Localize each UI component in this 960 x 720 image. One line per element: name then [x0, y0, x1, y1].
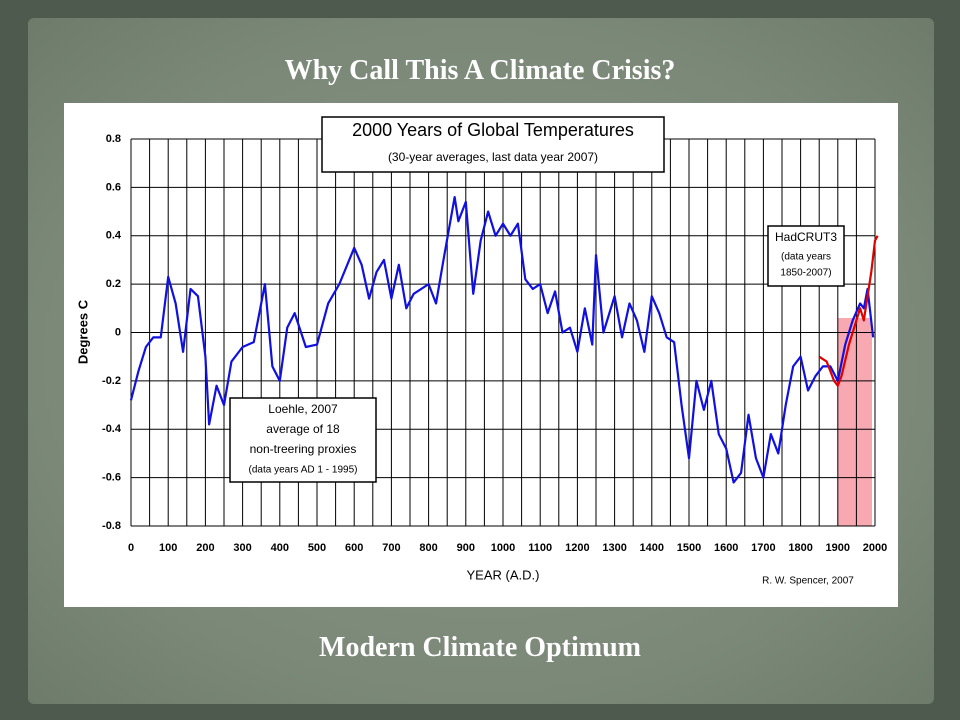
x-tick-label: 900	[457, 542, 475, 554]
loehle-box	[229, 397, 377, 483]
x-tick-label: 200	[196, 542, 214, 554]
chart-title: 2000 Years of Global Temperatures	[352, 120, 634, 140]
y-tick-label: 0.2	[106, 278, 121, 290]
x-tick-label: 700	[382, 542, 400, 554]
chart-subtitle: (30-year averages, last data year 2007)	[388, 150, 598, 164]
x-tick-label: 800	[419, 542, 437, 554]
annotation: average of 18	[266, 422, 340, 436]
shaded-region	[838, 318, 872, 526]
x-tick-label: 500	[308, 542, 326, 554]
y-tick-label: 0	[115, 326, 121, 338]
hadcrut-label: HadCRUT3	[775, 230, 837, 244]
x-tick-label: 1200	[565, 542, 589, 554]
x-tick-label: 600	[345, 542, 363, 554]
title-box	[321, 116, 665, 173]
series-line	[129, 195, 875, 484]
x-tick-label: 1000	[491, 542, 515, 554]
y-tick-label: -0.4	[102, 423, 122, 435]
loehle-label: Loehle, 2007	[268, 402, 338, 416]
x-tick-label: 1600	[714, 542, 738, 554]
x-tick-label: 1100	[528, 542, 552, 554]
slide-footer: Modern Climate Optimum	[319, 632, 641, 663]
x-tick-label: 0	[128, 542, 134, 554]
x-tick-label: 100	[159, 542, 177, 554]
y-axis-label: Degrees C	[75, 299, 90, 364]
x-tick-label: 400	[271, 542, 289, 554]
x-axis-label: YEAR (A.D.)	[467, 567, 540, 582]
x-tick-label: 300	[233, 542, 251, 554]
x-tick-label: 1800	[788, 542, 812, 554]
series-line	[818, 235, 879, 387]
y-tick-label: 0.6	[106, 181, 121, 193]
x-tick-label: 1300	[602, 542, 626, 554]
hadcrut-box	[767, 225, 845, 287]
y-tick-label: -0.8	[102, 520, 121, 532]
annotation: (data years	[781, 252, 831, 263]
y-tick-label: 0.8	[106, 133, 121, 145]
x-tick-label: 1500	[677, 542, 701, 554]
y-tick-label: -0.6	[102, 472, 121, 484]
x-tick-label: 1400	[640, 542, 664, 554]
y-tick-label: -0.2	[102, 375, 121, 387]
x-tick-label: 1700	[751, 542, 775, 554]
x-tick-label: 1900	[826, 542, 850, 554]
x-tick-label: 2000	[863, 542, 887, 554]
slide-title: Why Call This A Climate Crisis?	[284, 55, 676, 86]
annotation: non-treering proxies	[250, 442, 357, 456]
y-tick-label: 0.4	[106, 230, 122, 242]
chart-background	[64, 103, 898, 607]
annotation: 1850-2007)	[780, 268, 831, 279]
credit: R. W. Spencer, 2007	[762, 576, 854, 587]
annotation: (data years AD 1 - 1995)	[249, 465, 358, 476]
